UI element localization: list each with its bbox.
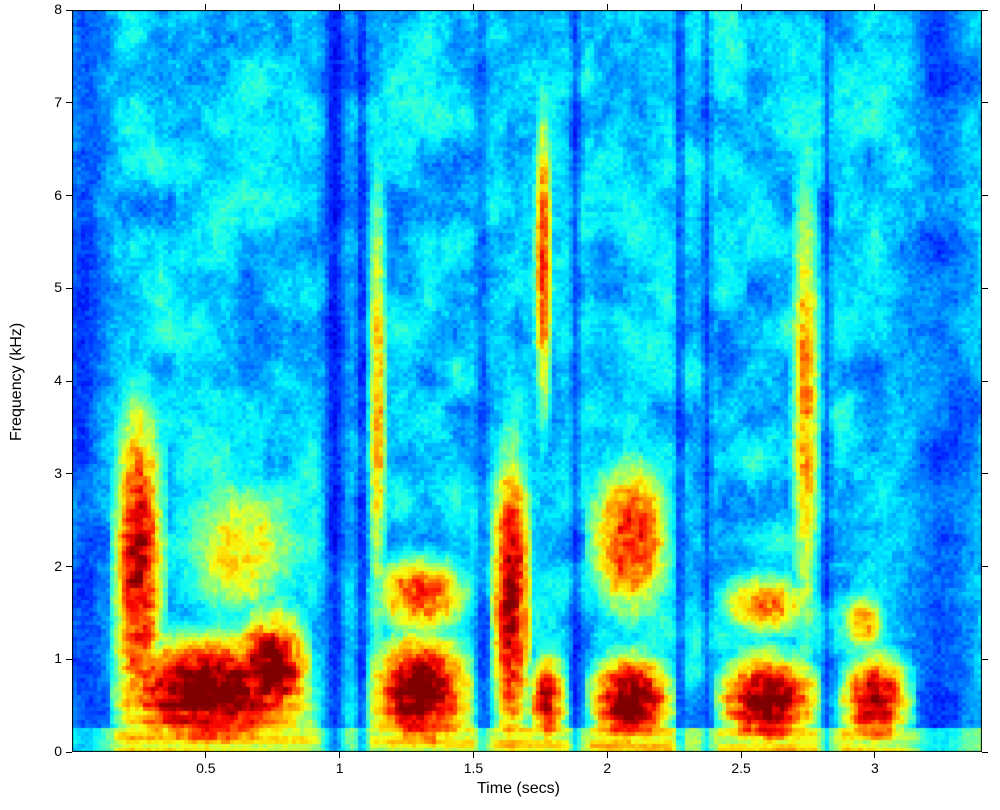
x-tick-mark [741,752,742,758]
y-tick-label: 7 [54,94,62,110]
y-tick-mark [982,752,988,753]
x-tick-mark [473,752,474,758]
y-tick-mark [982,473,988,474]
x-tick-label: 3 [863,760,887,776]
x-tick-label: 2 [595,760,619,776]
y-tick-mark [982,659,988,660]
x-tick-label: 2.5 [729,760,753,776]
y-tick-label: 8 [54,1,62,17]
y-tick-mark [982,10,988,11]
y-tick-label: 5 [54,279,62,295]
spectrogram-canvas [72,10,982,752]
x-axis-label: Time (secs) [477,780,560,798]
y-tick-mark [982,288,988,289]
y-tick-label: 3 [54,465,62,481]
x-tick-label: 1 [328,760,352,776]
y-tick-label: 4 [54,372,62,388]
x-tick-mark [473,4,474,10]
y-tick-label: 2 [54,558,62,574]
x-tick-mark [607,4,608,10]
y-tick-label: 0 [54,743,62,759]
x-tick-mark [205,752,206,758]
y-tick-label: 6 [54,187,62,203]
y-tick-mark [982,566,988,567]
y-tick-mark [66,752,72,753]
y-tick-mark [66,10,72,11]
y-axis-label: Frequency (kHz) [8,323,26,441]
x-tick-mark [205,4,206,10]
x-tick-mark [607,752,608,758]
y-tick-mark [66,288,72,289]
x-tick-mark [741,4,742,10]
x-tick-mark [339,752,340,758]
y-tick-mark [66,381,72,382]
x-tick-mark [874,4,875,10]
figure-container: Time (secs) Frequency (kHz) 0.5 1 1.5 2 2.5 3… [0,0,1000,810]
x-tick-label: 0.5 [194,760,218,776]
y-tick-mark [982,102,988,103]
x-tick-mark [874,752,875,758]
y-tick-mark [982,195,988,196]
y-tick-mark [66,195,72,196]
y-tick-mark [66,566,72,567]
y-tick-mark [982,381,988,382]
y-tick-mark [66,102,72,103]
x-tick-label: 1.5 [461,760,485,776]
y-tick-mark [66,473,72,474]
x-tick-mark [339,4,340,10]
y-tick-label: 1 [54,650,62,666]
y-tick-mark [66,659,72,660]
